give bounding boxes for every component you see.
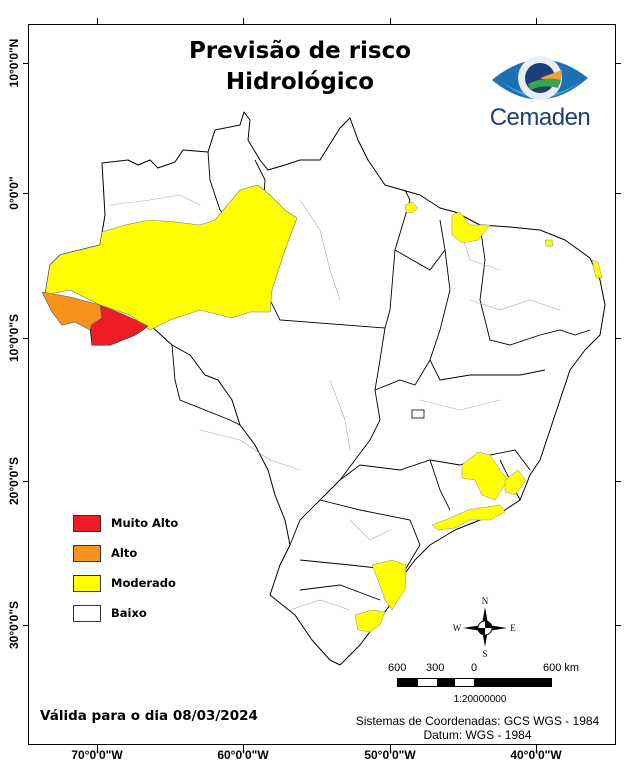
legend-item-baixo: Baixo bbox=[73, 598, 178, 628]
compass-rose-icon: N S W E bbox=[453, 596, 516, 659]
legend-item-muito-alto: Muito Alto bbox=[73, 508, 178, 538]
map-title: Previsão de risco Hidrológico bbox=[170, 36, 430, 98]
legend-label: Baixo bbox=[111, 606, 147, 620]
scale-label: 600 km bbox=[543, 662, 580, 674]
legend-item-moderado: Moderado bbox=[73, 568, 178, 598]
tick bbox=[97, 18, 98, 24]
svg-text:E: E bbox=[510, 623, 516, 633]
tick bbox=[243, 745, 244, 751]
coord-line2: Datum: WGS - 1984 bbox=[423, 728, 532, 742]
scale-ratio: 1:20000000 bbox=[453, 694, 507, 705]
tick bbox=[23, 193, 28, 194]
legend-label: Moderado bbox=[111, 576, 176, 590]
coord-line1: Sistemas de Coordenadas: GCS WGS - 1984 bbox=[355, 714, 600, 728]
region-moderado-amazonas bbox=[44, 184, 298, 331]
cemaden-eye-logo-icon bbox=[492, 56, 588, 100]
map-frame bbox=[28, 24, 616, 745]
lon-label-70w: 70°0'0"W bbox=[71, 748, 123, 762]
legend-swatch bbox=[73, 544, 101, 562]
logo-text: Cemaden bbox=[489, 104, 591, 131]
coordinate-system: Sistemas de Coordenadas: GCS WGS - 1984 … bbox=[340, 714, 615, 742]
tick bbox=[616, 193, 621, 194]
tick bbox=[390, 18, 391, 24]
tick bbox=[23, 63, 28, 64]
tick bbox=[616, 338, 621, 339]
tick bbox=[97, 745, 98, 751]
lon-label-60w: 60°0'0"W bbox=[217, 748, 269, 762]
title-line2: Hidrológico bbox=[225, 69, 375, 95]
scale-label: 600 bbox=[388, 662, 407, 674]
tick bbox=[390, 745, 391, 751]
tick bbox=[536, 18, 537, 24]
svg-text:W: W bbox=[453, 623, 462, 633]
tick bbox=[23, 481, 28, 482]
scale-label: 0 bbox=[471, 662, 478, 674]
tick bbox=[243, 18, 244, 24]
tick bbox=[23, 338, 28, 339]
validity-date: Válida para o dia 08/03/2024 bbox=[40, 708, 258, 724]
legend-swatch bbox=[73, 604, 101, 622]
lon-label-50w: 50°0'0"W bbox=[364, 748, 416, 762]
scale-bar bbox=[397, 678, 552, 687]
legend-swatch bbox=[73, 514, 101, 532]
region-muito-alto bbox=[90, 304, 149, 346]
svg-text:N: N bbox=[482, 596, 489, 606]
legend-label: Alto bbox=[111, 546, 138, 560]
tick bbox=[616, 625, 621, 626]
tick bbox=[536, 745, 537, 751]
tick bbox=[616, 63, 621, 64]
legend: Muito Alto Alto Moderado Baixo bbox=[73, 508, 178, 628]
scale-label: 300 bbox=[426, 662, 445, 674]
legend-item-alto: Alto bbox=[73, 538, 178, 568]
tick bbox=[616, 481, 621, 482]
title-line1: Previsão de risco bbox=[188, 38, 412, 64]
tick bbox=[23, 625, 28, 626]
svg-text:S: S bbox=[482, 649, 487, 659]
lon-label-40w: 40°0'0"W bbox=[510, 748, 562, 762]
legend-label: Muito Alto bbox=[111, 516, 179, 530]
legend-swatch bbox=[73, 574, 101, 592]
